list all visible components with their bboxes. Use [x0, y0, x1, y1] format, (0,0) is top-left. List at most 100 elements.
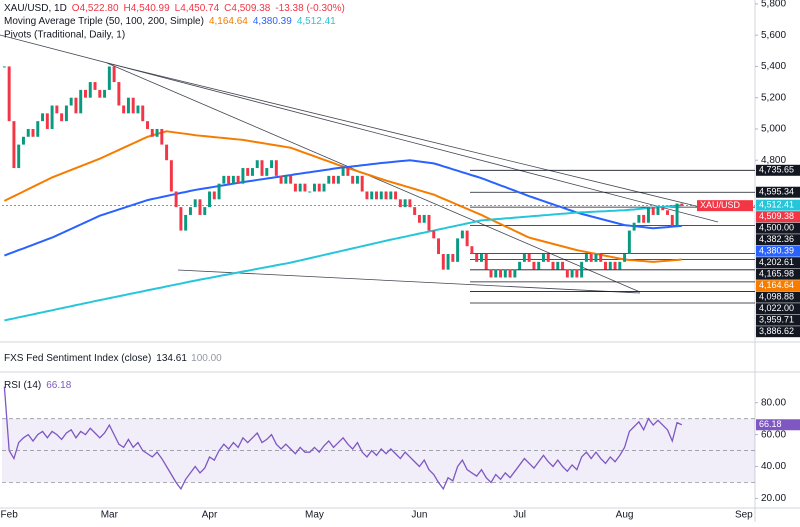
axis-value-box [756, 303, 800, 315]
candle [441, 254, 445, 270]
candle [174, 191, 178, 208]
candle [584, 254, 588, 262]
candle [17, 144, 21, 169]
candle [355, 175, 359, 184]
axis-value-label: 4,202.61 [759, 257, 794, 267]
candle [565, 269, 569, 278]
candle [666, 210, 669, 215]
candle [680, 203, 684, 206]
series-tag-box [697, 200, 753, 212]
candle [351, 175, 355, 184]
candle [656, 207, 660, 215]
candle [155, 128, 159, 137]
legend-line: RSI (14) 66.18 [4, 380, 72, 391]
indicator-value: 134.61 [156, 353, 187, 364]
candle [618, 261, 622, 270]
candle [503, 269, 507, 278]
candle [184, 214, 188, 231]
candle [12, 121, 16, 169]
candle [41, 113, 45, 122]
x-tick-label: Apr [202, 510, 218, 521]
axis-value-box [756, 222, 800, 234]
candle [26, 128, 30, 137]
candle [465, 230, 469, 247]
axis-value-label: 4,509.38 [759, 211, 794, 221]
candle [317, 183, 321, 192]
candle [74, 97, 78, 114]
candle [456, 238, 460, 262]
rsi-y-tick-label: 20.00 [761, 493, 786, 504]
candle [623, 254, 627, 262]
axis-value-label: 3,886.62 [759, 326, 794, 336]
indicator-value: 4,512.41 [297, 16, 336, 27]
candle [241, 168, 245, 184]
candle [21, 136, 25, 145]
candle [518, 261, 522, 270]
candle [236, 175, 240, 184]
axis-value-box [756, 326, 800, 338]
ohlc-value: H4,540.99 [124, 3, 171, 14]
y-tick-label: 5,800 [761, 0, 786, 10]
axis-value-box [756, 291, 800, 303]
candle [308, 191, 312, 193]
rsi-band [2, 418, 755, 483]
candle [575, 269, 579, 278]
x-tick-label: Mar [101, 510, 119, 521]
candle [608, 261, 612, 270]
candle [379, 191, 383, 200]
candle [150, 128, 154, 137]
axis-value-label: 66.18 [759, 419, 782, 429]
candle [217, 183, 221, 200]
y-tick-label: 5,400 [761, 61, 786, 72]
candle [613, 261, 617, 270]
candle [55, 105, 59, 114]
candle [408, 199, 412, 208]
x-tick-label: Jun [411, 510, 427, 521]
candle [484, 254, 488, 270]
axis-value-label: 4,164.64 [759, 280, 794, 290]
axis-value-label: 4,380.39 [759, 246, 794, 256]
candle [661, 207, 665, 211]
x-tick-label: Jul [513, 510, 526, 521]
candle [198, 199, 202, 215]
candle [460, 230, 464, 239]
x-tick-label: Aug [616, 510, 634, 521]
candle [265, 168, 269, 176]
candle [494, 269, 498, 278]
rsi-y-tick-label: 80.00 [761, 397, 786, 408]
axis-value-label: 4,382.36 [759, 234, 794, 244]
candle [604, 261, 607, 270]
candle [675, 203, 679, 226]
candle [117, 82, 121, 106]
x-tick-label: May [305, 510, 324, 521]
candle [36, 121, 40, 137]
axis-value-label: 4,735.65 [759, 165, 794, 175]
rsi-y-tick-label: 60.00 [761, 429, 786, 440]
candle [93, 82, 97, 90]
indicator-title: RSI (14) [4, 380, 41, 391]
legend-line: Moving Average Triple (50, 100, 200, Sim… [4, 16, 336, 27]
candle [489, 269, 493, 278]
candle [561, 261, 565, 270]
candle [346, 168, 350, 176]
y-tick-label: 4,800 [761, 155, 786, 166]
axis-value-box [756, 268, 800, 280]
candle [499, 269, 503, 278]
candle [274, 160, 278, 176]
candle [651, 207, 655, 215]
candle [332, 175, 336, 184]
candle [212, 191, 216, 200]
indicator-title: FXS Fed Sentiment Index (close) [4, 353, 151, 364]
candle [556, 261, 560, 270]
y-tick-label: 5,200 [761, 92, 786, 103]
axis-value-label: 3,959.71 [759, 315, 794, 325]
candle [417, 214, 421, 223]
trendline [106, 62, 701, 208]
indicator-title: Moving Average Triple (50, 100, 200, Sim… [4, 16, 204, 27]
candle [289, 175, 293, 184]
candle [45, 113, 49, 129]
candle [146, 121, 149, 129]
candle [322, 183, 326, 192]
candle [637, 214, 641, 223]
candle [646, 207, 650, 223]
